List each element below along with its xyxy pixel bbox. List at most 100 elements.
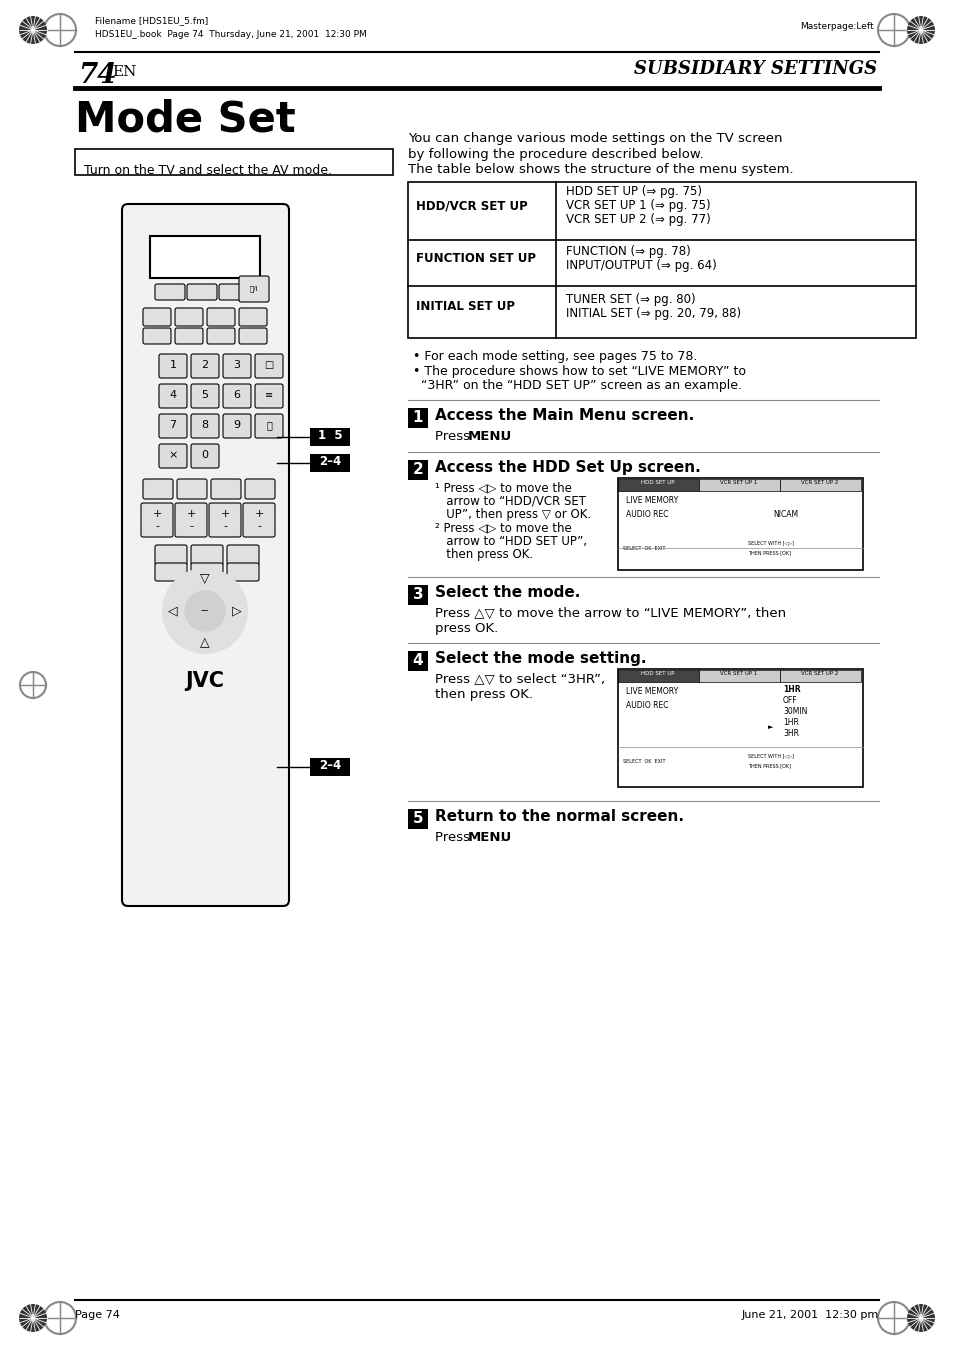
Text: arrow to “HDD/VCR SET: arrow to “HDD/VCR SET	[435, 494, 585, 508]
Text: SUBSIDIARY SETTINGS: SUBSIDIARY SETTINGS	[633, 59, 876, 78]
Circle shape	[185, 590, 225, 631]
Text: 74: 74	[78, 62, 116, 89]
Bar	[780, 480, 861, 490]
Bar	[408, 182, 915, 338]
Text: 5: 5	[201, 390, 209, 400]
Text: FUNCTION SET UP: FUNCTION SET UP	[416, 251, 536, 265]
FancyBboxPatch shape	[143, 480, 172, 499]
FancyBboxPatch shape	[227, 563, 258, 581]
Text: -: -	[154, 521, 159, 531]
Bar	[699, 670, 780, 682]
Bar	[75, 149, 393, 176]
FancyBboxPatch shape	[227, 544, 258, 565]
Text: SELECT WITH [◁▷]: SELECT WITH [◁▷]	[747, 753, 793, 758]
Text: 0: 0	[201, 450, 209, 459]
Text: +: +	[186, 509, 195, 519]
Text: 4: 4	[413, 653, 423, 667]
FancyBboxPatch shape	[143, 308, 171, 326]
Text: Access the Main Menu screen.: Access the Main Menu screen.	[435, 408, 694, 423]
Text: MENU: MENU	[468, 831, 512, 844]
FancyBboxPatch shape	[243, 503, 274, 536]
Text: +: +	[220, 509, 230, 519]
Text: ⏻/I: ⏻/I	[250, 285, 258, 292]
FancyBboxPatch shape	[191, 413, 219, 438]
Bar	[408, 651, 428, 671]
Text: Return to the normal screen.: Return to the normal screen.	[435, 809, 683, 824]
Text: JVC: JVC	[185, 671, 224, 690]
Bar	[618, 670, 699, 682]
Text: THEN PRESS [OK]: THEN PRESS [OK]	[747, 763, 790, 767]
Text: 1HR: 1HR	[782, 717, 798, 727]
Text: Access the HDD Set Up screen.: Access the HDD Set Up screen.	[435, 459, 700, 476]
Text: +: +	[254, 509, 263, 519]
FancyBboxPatch shape	[191, 384, 219, 408]
Text: ►: ►	[767, 724, 773, 730]
Text: June 21, 2001  12:30 pm: June 21, 2001 12:30 pm	[741, 1310, 878, 1320]
Text: Turn on the TV and select the AV mode.: Turn on the TV and select the AV mode.	[84, 163, 332, 177]
Text: ¹ Press ◁▷ to move the: ¹ Press ◁▷ to move the	[435, 482, 571, 494]
Text: AUDIO REC: AUDIO REC	[625, 701, 668, 711]
Text: 6: 6	[233, 390, 240, 400]
Text: THEN PRESS [OK]: THEN PRESS [OK]	[747, 550, 790, 555]
Text: Mode Set: Mode Set	[75, 99, 295, 141]
Text: SELECT WITH [◁▷]: SELECT WITH [◁▷]	[747, 540, 793, 544]
Bar	[310, 428, 350, 446]
FancyBboxPatch shape	[154, 284, 185, 300]
Text: .: .	[499, 831, 503, 844]
Text: □: □	[264, 359, 274, 370]
Text: ² Press ◁▷ to move the: ² Press ◁▷ to move the	[435, 521, 571, 535]
Text: -: -	[189, 521, 193, 531]
Text: HDS1EU_.book  Page 74  Thursday, June 21, 2001  12:30 PM: HDS1EU_.book Page 74 Thursday, June 21, …	[95, 30, 366, 39]
Text: Press △▽ to move the arrow to “LIVE MEMORY”, then: Press △▽ to move the arrow to “LIVE MEMO…	[435, 607, 785, 620]
Text: Select the mode setting.: Select the mode setting.	[435, 651, 646, 666]
FancyBboxPatch shape	[187, 284, 216, 300]
Text: by following the procedure described below.: by following the procedure described bel…	[408, 149, 703, 161]
Text: Filename [HDS1EU_5.fm]: Filename [HDS1EU_5.fm]	[95, 16, 208, 26]
Bar	[408, 459, 428, 480]
Text: then press OK.: then press OK.	[435, 688, 533, 701]
FancyBboxPatch shape	[209, 503, 241, 536]
Bar	[780, 670, 861, 682]
Text: INITIAL SET UP: INITIAL SET UP	[416, 300, 515, 313]
Text: △: △	[200, 636, 210, 650]
Text: ≡: ≡	[265, 390, 273, 400]
Text: 7: 7	[170, 420, 176, 430]
FancyBboxPatch shape	[254, 413, 283, 438]
Bar	[310, 454, 350, 471]
FancyBboxPatch shape	[174, 328, 203, 345]
Text: TUNER SET (⇒ pg. 80): TUNER SET (⇒ pg. 80)	[565, 293, 695, 307]
FancyBboxPatch shape	[223, 413, 251, 438]
Text: The table below shows the structure of the menu system.: The table below shows the structure of t…	[408, 163, 793, 176]
Text: 3: 3	[413, 586, 423, 603]
FancyBboxPatch shape	[141, 503, 172, 536]
FancyBboxPatch shape	[191, 544, 223, 565]
FancyBboxPatch shape	[159, 354, 187, 378]
Circle shape	[19, 16, 47, 45]
Text: ▷: ▷	[232, 604, 241, 617]
FancyBboxPatch shape	[239, 328, 267, 345]
FancyBboxPatch shape	[174, 308, 203, 326]
Text: 1: 1	[413, 409, 423, 426]
Text: “3HR” on the “HDD SET UP” screen as an example.: “3HR” on the “HDD SET UP” screen as an e…	[420, 380, 741, 392]
FancyBboxPatch shape	[159, 384, 187, 408]
FancyBboxPatch shape	[177, 480, 207, 499]
Bar	[310, 758, 350, 775]
Text: VCR SET UP 2: VCR SET UP 2	[801, 480, 838, 485]
Text: INPUT/OUTPUT (⇒ pg. 64): INPUT/OUTPUT (⇒ pg. 64)	[565, 258, 716, 272]
Text: UP”, then press ▽ or OK.: UP”, then press ▽ or OK.	[435, 508, 591, 521]
Text: .: .	[499, 430, 503, 443]
FancyBboxPatch shape	[191, 563, 223, 581]
FancyBboxPatch shape	[239, 308, 267, 326]
Bar	[150, 236, 260, 278]
Circle shape	[163, 569, 247, 653]
FancyBboxPatch shape	[223, 384, 251, 408]
FancyBboxPatch shape	[122, 204, 289, 907]
FancyBboxPatch shape	[143, 328, 171, 345]
Text: 2: 2	[413, 462, 423, 477]
Text: VCR SET UP 2 (⇒ pg. 77): VCR SET UP 2 (⇒ pg. 77)	[565, 213, 710, 227]
Text: 3: 3	[233, 359, 240, 370]
FancyBboxPatch shape	[254, 384, 283, 408]
FancyBboxPatch shape	[219, 284, 249, 300]
Text: 30MIN: 30MIN	[782, 707, 806, 716]
FancyBboxPatch shape	[239, 276, 269, 303]
